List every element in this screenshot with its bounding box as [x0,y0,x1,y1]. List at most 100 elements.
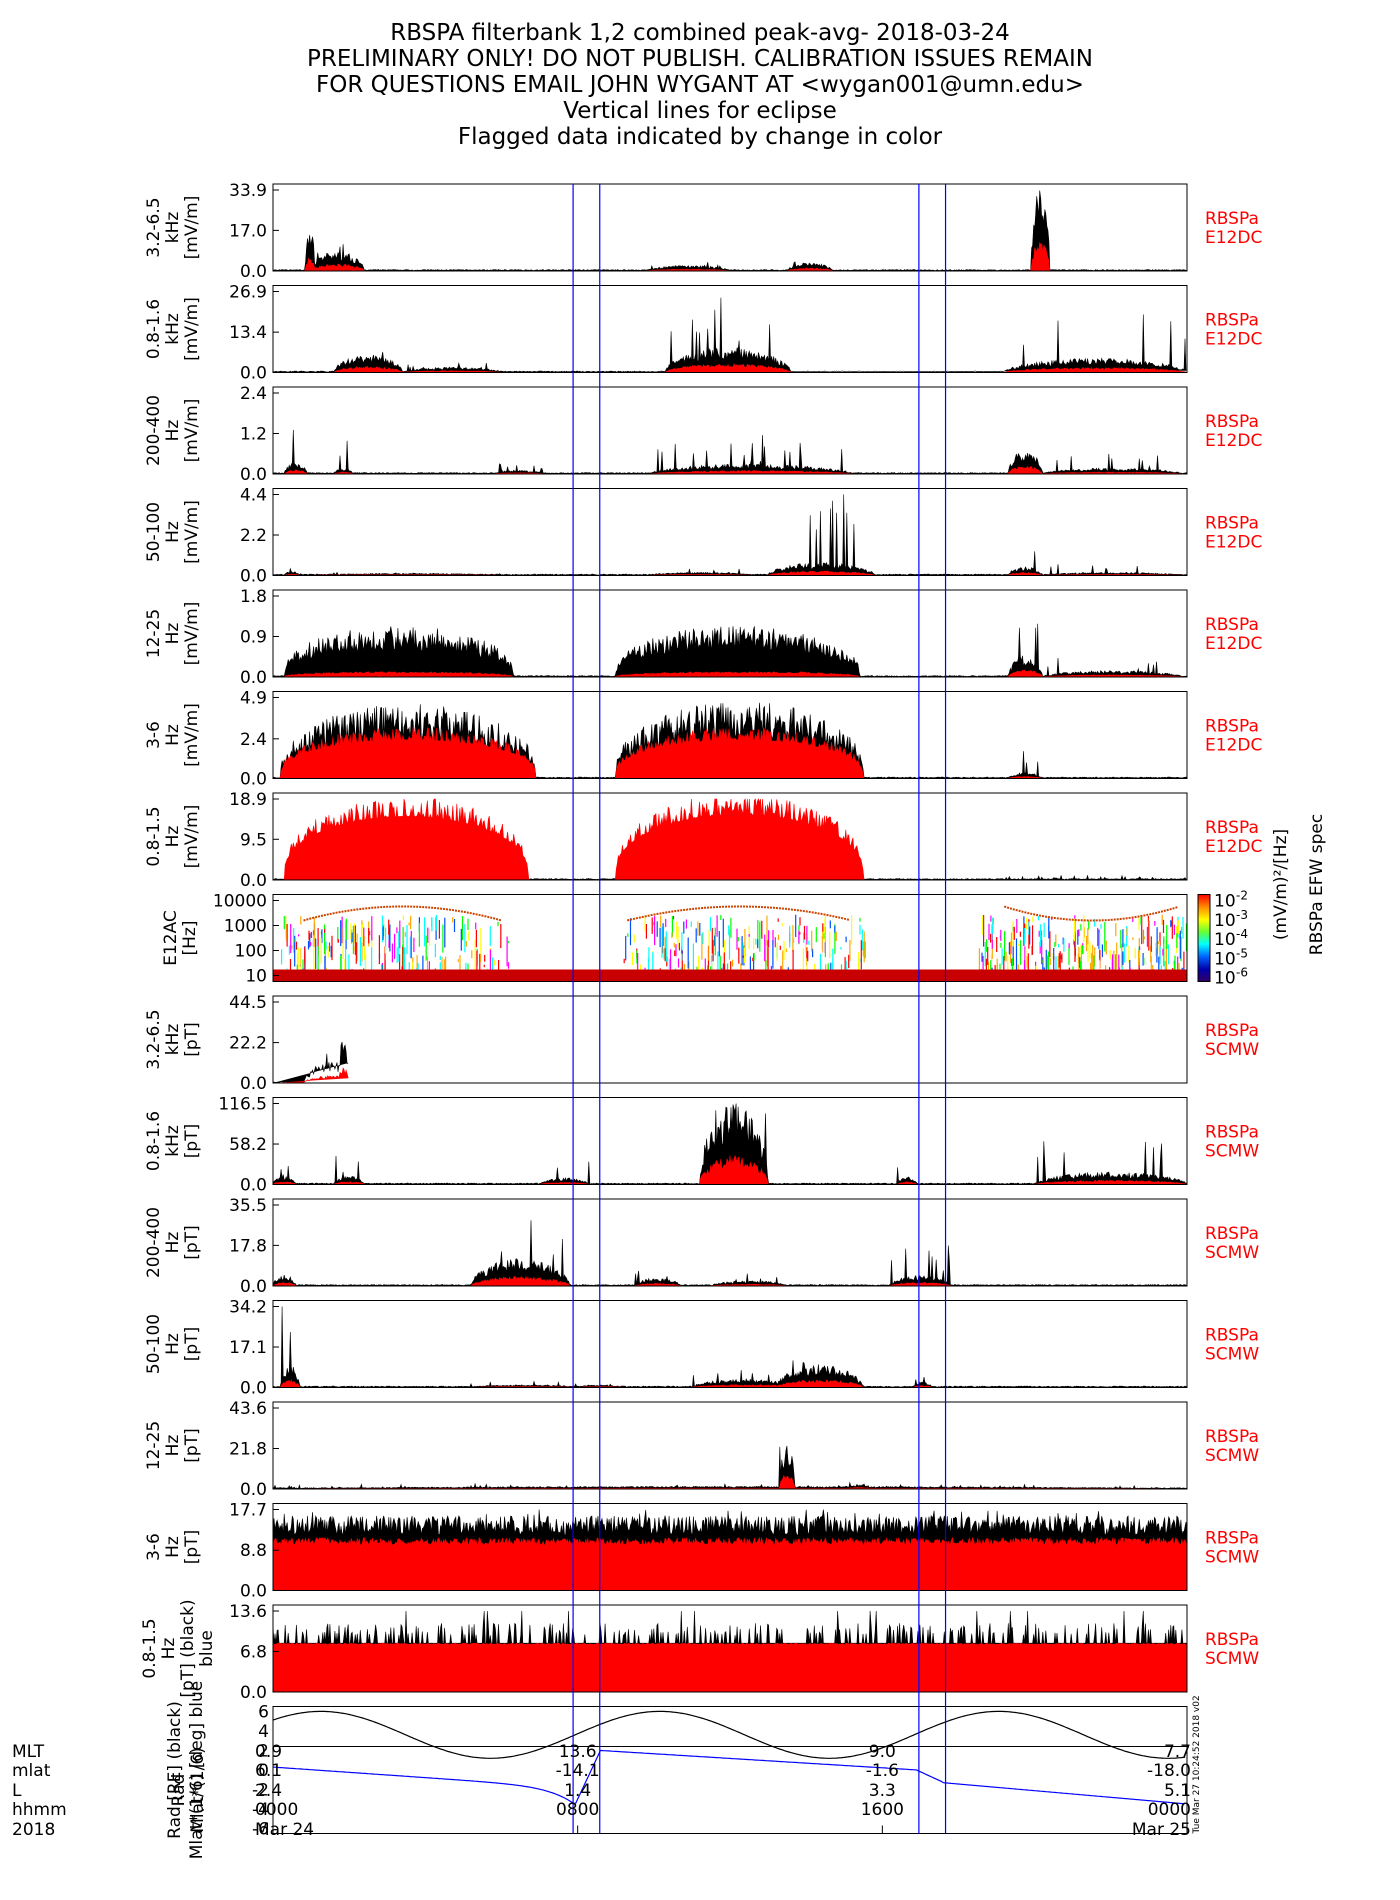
spectrogram-pixel [629,918,632,946]
spectrogram-pixel [716,915,718,937]
spectrogram-pixel [1147,918,1149,922]
spectrogram-pixel [663,948,665,960]
spectrogram-pixel [331,935,333,961]
spectrogram-pixel [294,935,296,967]
spectrogram-pixel [1179,930,1181,959]
spectrogram-pixel [792,925,794,952]
y-tick-label: 6.8 [240,1643,267,1663]
spectrogram-pixel [822,931,824,953]
spectrogram-pixel [340,955,342,970]
spectrogram-pixel [757,939,759,949]
spectrogram-pixel [1005,951,1007,962]
instrument-label: E12DC [1205,837,1262,857]
spectrogram-pixel [382,919,385,925]
spectrogram-pixel [709,916,711,932]
ephemeris-value: 9.0 [869,1742,896,1762]
spectrogram-pixel [789,925,791,948]
eclipse-lines [572,184,947,1834]
spectrogram-pixel [415,968,417,970]
instrument-label: RBSPa [1205,1529,1259,1549]
panel-background [273,1300,1187,1388]
spectrogram-pixel [1147,916,1149,921]
spectrogram-pixel [799,917,801,926]
spectrogram-pixel [1132,918,1134,922]
spectrogram-pixel [780,965,782,970]
y-tick-label: 0 [258,1761,269,1781]
spectrogram-pixel [431,917,433,927]
peak-trace [272,1306,1188,1388]
ephemeris-value: 0800 [556,1800,599,1820]
spectrogram-pixel [808,940,810,945]
spectrogram-pixel [753,953,755,970]
instrument-label: E12DC [1205,634,1262,654]
spectrogram-pixel [424,917,426,947]
spectrogram-pixel [507,941,509,944]
spectrogram-pixel [659,968,661,970]
spectrogram-pixel [315,939,317,969]
y-tick-label: 2.4 [240,384,267,404]
peak-trace [272,1041,349,1083]
spectrogram-pixel [695,928,697,943]
spectrogram-pixel [1013,926,1015,940]
spectrogram-pixel [632,952,634,966]
panel-frame [272,691,1188,779]
ephemeris-row-label: mlat [12,1761,51,1781]
instrument-label: SCMW [1205,1243,1259,1263]
y-tick-label: 0.0 [240,262,267,282]
spectrogram-pixel [402,947,404,970]
spectrogram-pixel [1154,921,1156,926]
spectrogram-pixel [1094,947,1096,958]
spectrogram-pixel [302,959,304,970]
instrument-label: E12DC [1205,330,1262,350]
spectrogram-pixel [1157,941,1159,944]
spectrogram-pixel [652,952,654,970]
spectrogram-pixel [1080,924,1082,931]
ephemeris-value: -18.0 [1147,1761,1191,1781]
instrument-label: RBSPa [1205,514,1259,534]
spectrogram-pixel [863,931,865,963]
instrument-label: SCMW [1205,1040,1259,1060]
spectrogram-pixel [406,925,408,955]
colorbar-tick-label: 10 [1214,930,1236,950]
spectrogram-pixel [990,960,992,970]
y-tick-label: 4.4 [240,486,267,506]
spectrogram-pixel [984,942,986,967]
y-tick-label: 2 [258,1741,269,1761]
spectrogram-pixel [772,940,774,969]
spectrogram-pixel [665,918,667,928]
colorbar-tick-label: 10 [1214,892,1236,912]
spectrogram-pixel [1150,945,1152,963]
y-axis-label: Hz [163,420,183,442]
spectrogram-pixel [461,916,464,941]
spectrogram-pixel [1148,920,1150,951]
y-axis-label: [pT] [182,1428,202,1462]
spectrogram-pixel [388,919,390,935]
spectrogram-pixel [1126,928,1128,936]
title-line-3: FOR QUESTIONS EMAIL JOHN WYGANT AT <wyga… [316,72,1084,98]
spectrogram-pixel [1087,940,1089,963]
peak-trace [272,1103,1188,1185]
spectrogram-pixel [723,952,725,970]
spectrogram-pixel [743,947,745,963]
spectrogram-pixel [365,953,367,970]
spectrogram-pixel [442,924,444,953]
y-axis-label: 50-100 [144,1314,164,1374]
spectrogram-pixel [659,927,661,948]
spectrogram-pixel [293,928,295,953]
spectrogram-pixel [1164,961,1166,970]
spectrogram-pixel [744,928,746,957]
spectrogram-pixel [317,928,319,957]
spectrogram-pixel [1099,950,1101,969]
spectrogram-pixel [1035,961,1037,970]
panel-efw-e12ac-spec: 10000 1000 100 10 E12AC [Hz] [161,892,1188,987]
y-tick-label: 0.0 [240,668,267,688]
spectrogram-pixel [350,923,352,940]
spectrogram-pixel [409,936,411,958]
ephemeris-row-label: hhmm [12,1800,67,1820]
spectrogram-pixel [1165,940,1167,970]
